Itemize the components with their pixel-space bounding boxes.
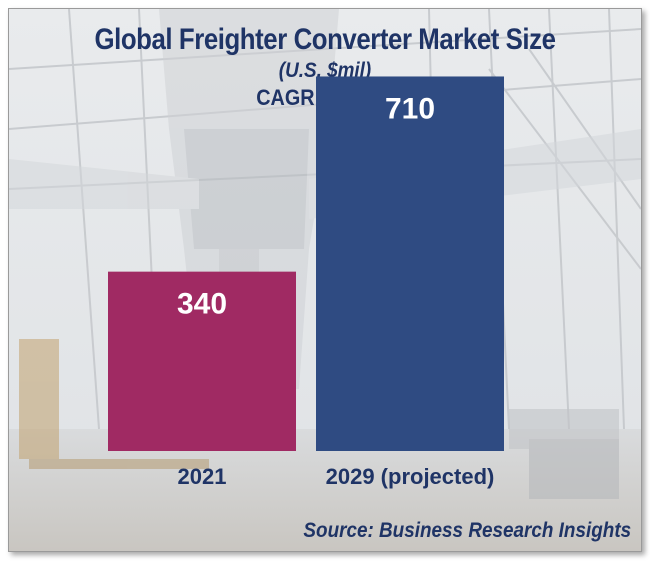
data-label-1: 340 [177,288,227,321]
bar-1 [108,271,296,451]
category-label-1: 2021 [178,464,227,489]
chart-frame: Global Freighter Converter Market Size (… [8,8,642,552]
chart-subtitle: (U.S. $mil) [278,59,372,82]
source-note: Source: Business Research Insights [303,519,631,542]
chart-title: Global Freighter Converter Market Size [94,23,556,56]
data-label-2: 710 [385,92,435,125]
bar-chart: 340 2021 710 2029 (projected) [108,76,504,489]
category-label-2: 2029 (projected) [326,464,495,489]
bar-2 [316,76,504,451]
